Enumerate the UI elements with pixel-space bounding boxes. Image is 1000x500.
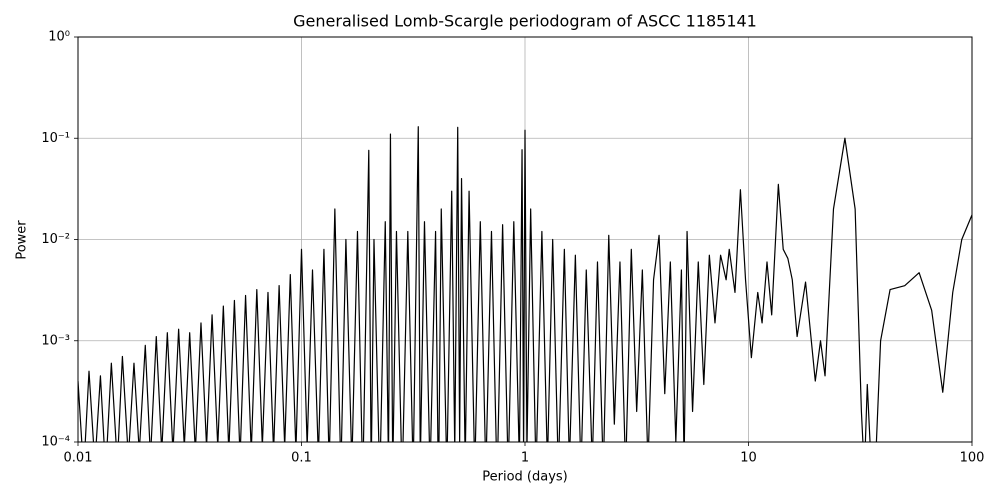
y-axis-label: Power <box>15 220 30 260</box>
y-tick-label: 10⁰ <box>48 30 70 45</box>
x-tick-label: 100 <box>960 451 985 466</box>
y-tick-label: 10⁻¹ <box>41 131 70 146</box>
y-tick-label: 10⁻³ <box>41 333 70 348</box>
chart-title: Generalised Lomb-Scargle periodogram of … <box>293 12 757 31</box>
x-tick-label: 0.01 <box>64 451 93 466</box>
x-tick-label: 10 <box>740 451 757 466</box>
x-axis-label: Period (days) <box>482 470 568 485</box>
periodogram-line <box>78 126 972 442</box>
y-tick-label: 10⁻⁴ <box>41 435 70 450</box>
x-tick-label: 0.1 <box>291 451 312 466</box>
ticks: 0.01 0.1 1 10 100 10⁰ 10⁻¹ 10⁻² 10⁻³ 10⁻⁴ <box>41 30 984 466</box>
y-tick-label: 10⁻² <box>41 232 70 247</box>
plot-area <box>78 126 972 442</box>
x-tick-label: 1 <box>521 451 529 466</box>
